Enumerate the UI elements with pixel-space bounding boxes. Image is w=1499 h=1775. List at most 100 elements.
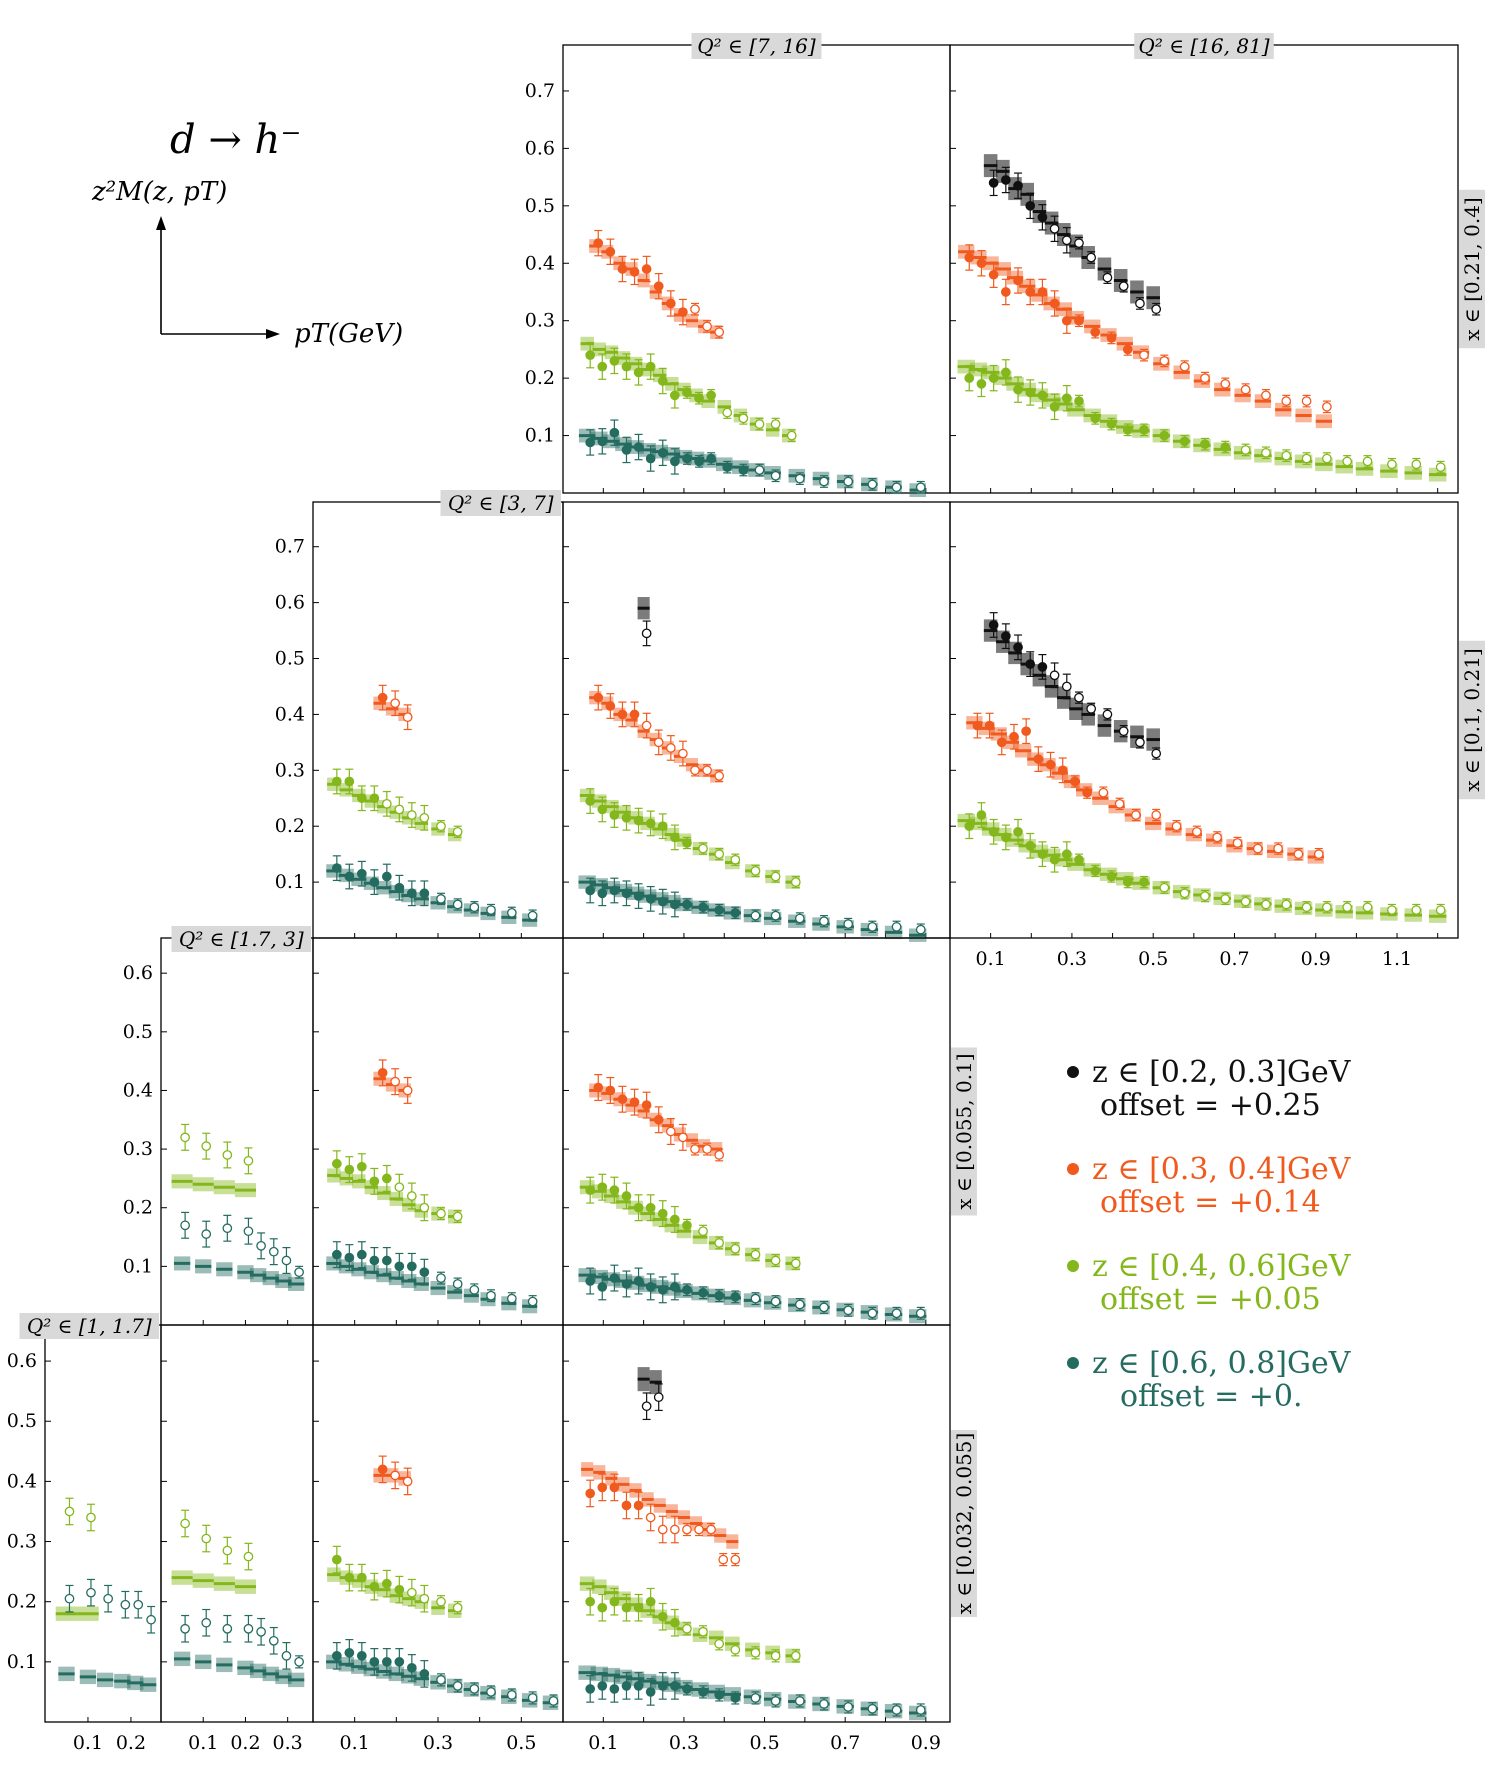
data-point-filled	[1122, 344, 1133, 355]
data-point-filled	[609, 1482, 620, 1493]
data-point-filled	[585, 350, 596, 361]
series-darkgreen	[326, 1638, 559, 1710]
data-point-filled	[381, 871, 392, 882]
data-point-filled	[609, 810, 620, 820]
data-point-open	[750, 866, 761, 876]
data-point-open	[506, 1293, 517, 1304]
data-point-open	[1114, 798, 1125, 809]
data-point-open	[915, 1308, 926, 1319]
data-point-filled	[585, 1185, 596, 1195]
data-point-filled	[629, 709, 640, 720]
data-point-filled	[621, 1191, 632, 1201]
data-point-filled	[593, 692, 604, 703]
data-point-filled	[1179, 436, 1190, 447]
data-point-filled	[609, 1273, 620, 1283]
data-point-filled	[331, 1249, 342, 1260]
data-point-open	[843, 476, 854, 487]
data-point-open	[452, 899, 463, 910]
data-point-open	[794, 913, 805, 924]
data-point-filled	[593, 1082, 604, 1093]
panel-2: 0.1 0.2 0.3 0.4 0.5 0.6 0.7 Q² ∈ [3, 7]	[275, 490, 564, 939]
q2-label-bg	[440, 490, 561, 516]
data-point-open	[891, 1705, 902, 1715]
data-point-filled	[597, 1182, 608, 1193]
series-darkgreen	[578, 1264, 927, 1324]
data-point-open	[819, 1699, 829, 1709]
data-point-filled	[1106, 871, 1117, 882]
data-point-open	[1159, 356, 1170, 366]
data-point-filled	[988, 269, 999, 280]
data-point-filled	[698, 902, 708, 913]
data-point-filled	[1013, 275, 1023, 286]
data-point-open	[406, 1587, 417, 1598]
data-point-filled	[1045, 759, 1056, 770]
data-point-open	[1252, 843, 1263, 854]
data-point-open	[750, 1293, 761, 1304]
x-bin-label: x ∈ [0.032, 0.055]	[951, 1430, 977, 1617]
data-point-filled	[738, 465, 749, 475]
data-point-open	[653, 1392, 664, 1403]
data-point-open	[1171, 821, 1182, 832]
data-point-filled	[1139, 877, 1149, 887]
series-orange	[589, 684, 725, 783]
data-point-open	[527, 910, 538, 921]
data-point-filled	[698, 1287, 708, 1298]
data-point-filled	[585, 1596, 596, 1607]
data-point-open	[698, 843, 708, 854]
q2-label-bg	[1134, 33, 1274, 59]
data-point-open	[201, 1141, 212, 1152]
data-point-filled	[682, 1220, 692, 1231]
data-point-open	[419, 1202, 430, 1213]
data-point-open	[294, 1267, 304, 1278]
data-point-open	[714, 771, 725, 781]
data-point-filled	[633, 815, 644, 826]
q2-label: Q² ∈ [16, 81]	[1134, 33, 1274, 59]
data-point-filled	[714, 1690, 725, 1700]
data-point-open	[1200, 373, 1210, 383]
data-point-filled	[1049, 401, 1060, 412]
data-point-open	[790, 1650, 801, 1661]
data-point-open	[469, 1284, 480, 1295]
data-point-filled	[585, 796, 596, 806]
data-point-open	[641, 628, 652, 639]
data-point-open	[843, 1305, 854, 1316]
y-tick-label: 0.6	[123, 962, 153, 984]
data-point-open	[1086, 703, 1097, 714]
data-point-open	[891, 921, 902, 932]
x-bin-label-text: x ∈ [0.1, 0.21]	[1460, 648, 1484, 791]
legend-offset: offset = +0.25	[1100, 1088, 1321, 1123]
data-point-filled	[1025, 659, 1036, 669]
data-point-filled	[593, 238, 604, 249]
data-point-open	[1049, 223, 1060, 234]
data-point-filled	[585, 1684, 596, 1694]
data-point-open	[1049, 670, 1060, 681]
data-point-open	[1098, 787, 1109, 798]
data-point-filled	[344, 776, 355, 787]
data-point-filled	[605, 701, 616, 711]
y-tick-label: 0.4	[7, 1470, 37, 1492]
data-point-open	[146, 1614, 156, 1625]
data-point-filled	[657, 1284, 668, 1295]
data-point-filled	[369, 1176, 380, 1187]
data-point-filled	[381, 1578, 392, 1589]
y-tick-label: 0.2	[275, 815, 305, 837]
data-point-open	[243, 1623, 254, 1634]
x-tick-label: 1.1	[1382, 948, 1412, 970]
data-point-filled	[669, 1681, 680, 1691]
panel-10: 0.1 0.3 0.5	[312, 1324, 564, 1754]
q2-label-text: Q² ∈ [7, 16]	[697, 34, 816, 58]
data-point-filled	[1025, 387, 1036, 398]
data-point-filled	[1037, 662, 1048, 672]
data-point-filled	[394, 1656, 405, 1667]
data-point-open	[1342, 456, 1353, 467]
data-point-filled	[419, 1669, 430, 1679]
y-tick-label: 0.3	[123, 1138, 153, 1160]
data-point-filled	[621, 1279, 632, 1289]
data-point-open	[714, 849, 725, 860]
data-point-filled	[1061, 849, 1072, 860]
data-point-open	[819, 476, 829, 487]
data-point-filled	[657, 1681, 668, 1691]
